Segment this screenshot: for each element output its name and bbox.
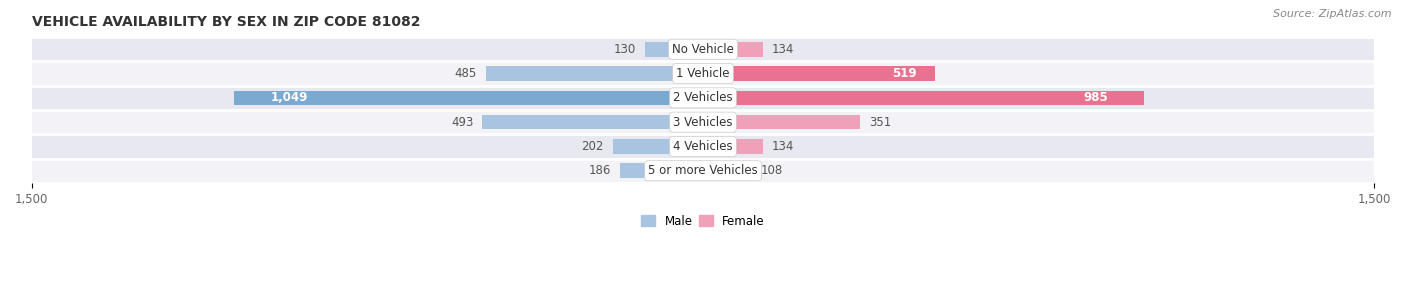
Text: No Vehicle: No Vehicle: [672, 43, 734, 56]
Bar: [703, 163, 751, 178]
Bar: [703, 139, 763, 154]
Bar: [32, 110, 1374, 134]
Text: 493: 493: [451, 116, 474, 129]
Bar: [703, 91, 1144, 105]
Text: 130: 130: [613, 43, 636, 56]
Text: 485: 485: [454, 67, 477, 80]
Bar: [703, 66, 935, 81]
Bar: [703, 115, 860, 129]
Text: 4 Vehicles: 4 Vehicles: [673, 140, 733, 153]
Text: 134: 134: [772, 43, 794, 56]
Text: 2 Vehicles: 2 Vehicles: [673, 91, 733, 104]
Bar: [482, 115, 703, 129]
Bar: [32, 37, 1374, 62]
Bar: [613, 139, 703, 154]
Text: 519: 519: [891, 67, 917, 80]
Bar: [32, 159, 1374, 183]
Text: 351: 351: [869, 116, 891, 129]
Text: Source: ZipAtlas.com: Source: ZipAtlas.com: [1274, 9, 1392, 19]
Text: 3 Vehicles: 3 Vehicles: [673, 116, 733, 129]
Bar: [620, 163, 703, 178]
Bar: [645, 42, 703, 57]
Bar: [32, 86, 1374, 110]
Legend: Male, Female: Male, Female: [637, 210, 769, 232]
Bar: [703, 42, 763, 57]
Text: 985: 985: [1084, 91, 1108, 104]
Text: 108: 108: [761, 164, 783, 177]
Text: 1,049: 1,049: [271, 91, 308, 104]
Text: 134: 134: [772, 140, 794, 153]
Bar: [486, 66, 703, 81]
Text: 1 Vehicle: 1 Vehicle: [676, 67, 730, 80]
Bar: [233, 91, 703, 105]
Bar: [32, 62, 1374, 86]
Text: 186: 186: [589, 164, 610, 177]
Text: 202: 202: [581, 140, 603, 153]
Bar: [32, 134, 1374, 159]
Text: 5 or more Vehicles: 5 or more Vehicles: [648, 164, 758, 177]
Text: VEHICLE AVAILABILITY BY SEX IN ZIP CODE 81082: VEHICLE AVAILABILITY BY SEX IN ZIP CODE …: [32, 15, 420, 29]
